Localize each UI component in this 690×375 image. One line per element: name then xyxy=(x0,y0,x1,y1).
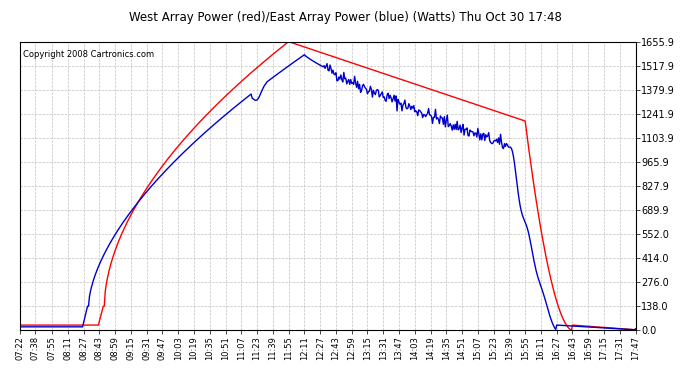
Text: West Array Power (red)/East Array Power (blue) (Watts) Thu Oct 30 17:48: West Array Power (red)/East Array Power … xyxy=(128,11,562,24)
Text: Copyright 2008 Cartronics.com: Copyright 2008 Cartronics.com xyxy=(23,50,154,59)
